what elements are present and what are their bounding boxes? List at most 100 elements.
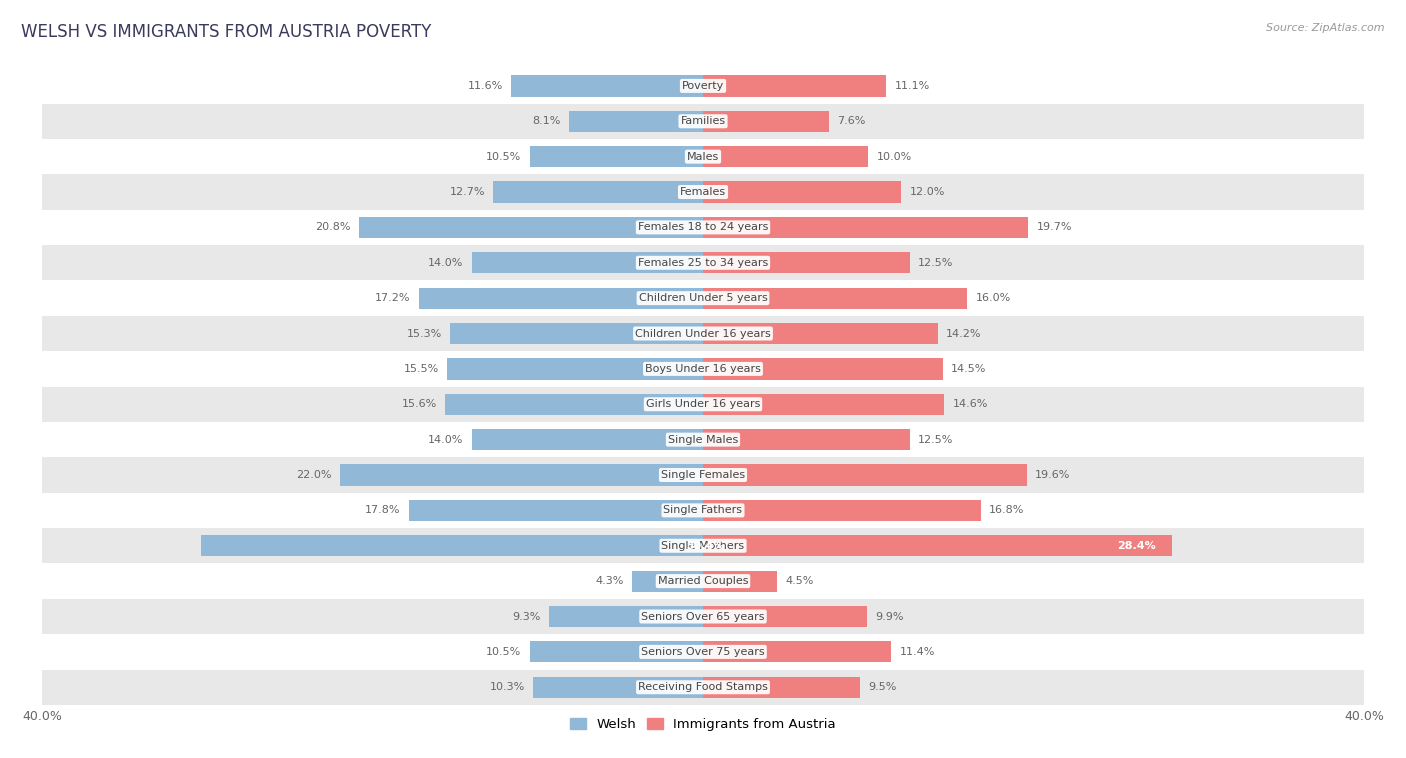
Bar	[703, 571, 778, 592]
Bar	[450, 323, 703, 344]
Bar	[703, 606, 866, 627]
Text: 16.0%: 16.0%	[976, 293, 1011, 303]
Text: Females: Females	[681, 187, 725, 197]
Text: WELSH VS IMMIGRANTS FROM AUSTRIA POVERTY: WELSH VS IMMIGRANTS FROM AUSTRIA POVERTY	[21, 23, 432, 41]
Bar	[703, 359, 942, 380]
Bar	[703, 465, 1026, 486]
Text: Single Fathers: Single Fathers	[664, 506, 742, 515]
Text: Source: ZipAtlas.com: Source: ZipAtlas.com	[1267, 23, 1385, 33]
Bar	[631, 571, 703, 592]
Text: 14.6%: 14.6%	[952, 399, 988, 409]
Text: 22.0%: 22.0%	[295, 470, 332, 480]
Text: 14.2%: 14.2%	[946, 328, 981, 339]
Text: Children Under 16 years: Children Under 16 years	[636, 328, 770, 339]
Legend: Welsh, Immigrants from Austria: Welsh, Immigrants from Austria	[565, 713, 841, 737]
Text: 15.6%: 15.6%	[402, 399, 437, 409]
Bar	[42, 563, 1364, 599]
Text: Single Mothers: Single Mothers	[661, 540, 745, 551]
Text: 4.5%: 4.5%	[786, 576, 814, 586]
Bar	[494, 181, 703, 202]
Bar	[471, 252, 703, 274]
Bar	[42, 245, 1364, 280]
Bar	[703, 641, 891, 662]
Bar	[703, 500, 980, 521]
Text: 12.7%: 12.7%	[450, 187, 485, 197]
Bar	[446, 393, 703, 415]
Text: Families: Families	[681, 116, 725, 127]
Bar	[42, 422, 1364, 457]
Text: Receiving Food Stamps: Receiving Food Stamps	[638, 682, 768, 692]
Bar	[42, 599, 1364, 634]
Bar	[42, 387, 1364, 422]
Text: Seniors Over 75 years: Seniors Over 75 years	[641, 647, 765, 657]
Text: 12.0%: 12.0%	[910, 187, 945, 197]
Text: 14.0%: 14.0%	[427, 258, 464, 268]
Text: Boys Under 16 years: Boys Under 16 years	[645, 364, 761, 374]
Text: 20.8%: 20.8%	[315, 222, 352, 233]
Bar	[409, 500, 703, 521]
Text: 30.4%: 30.4%	[686, 540, 725, 551]
Text: 11.6%: 11.6%	[468, 81, 503, 91]
Text: 15.3%: 15.3%	[406, 328, 441, 339]
Bar	[42, 280, 1364, 316]
Text: Single Males: Single Males	[668, 434, 738, 445]
Text: 8.1%: 8.1%	[533, 116, 561, 127]
Bar	[339, 465, 703, 486]
Text: 16.8%: 16.8%	[988, 506, 1024, 515]
Bar	[419, 287, 703, 309]
Text: 11.4%: 11.4%	[900, 647, 935, 657]
Bar	[703, 75, 886, 96]
Bar	[550, 606, 703, 627]
Text: 11.1%: 11.1%	[894, 81, 929, 91]
Text: 10.5%: 10.5%	[486, 152, 522, 161]
Bar	[703, 252, 910, 274]
Text: 28.4%: 28.4%	[1116, 540, 1156, 551]
Bar	[42, 351, 1364, 387]
Bar	[703, 287, 967, 309]
Text: 12.5%: 12.5%	[918, 258, 953, 268]
Bar	[42, 104, 1364, 139]
Text: Poverty: Poverty	[682, 81, 724, 91]
Text: 14.5%: 14.5%	[950, 364, 986, 374]
Text: 14.0%: 14.0%	[427, 434, 464, 445]
Text: Children Under 5 years: Children Under 5 years	[638, 293, 768, 303]
Bar	[447, 359, 703, 380]
Text: 10.5%: 10.5%	[486, 647, 522, 657]
Text: 10.0%: 10.0%	[876, 152, 911, 161]
Text: Married Couples: Married Couples	[658, 576, 748, 586]
Text: 7.6%: 7.6%	[837, 116, 865, 127]
Bar	[703, 323, 938, 344]
Bar	[42, 316, 1364, 351]
Text: 19.6%: 19.6%	[1035, 470, 1070, 480]
Bar	[703, 111, 828, 132]
Text: Single Females: Single Females	[661, 470, 745, 480]
Text: Girls Under 16 years: Girls Under 16 years	[645, 399, 761, 409]
Text: 4.3%: 4.3%	[595, 576, 624, 586]
Bar	[703, 146, 868, 168]
Bar	[201, 535, 703, 556]
Bar	[471, 429, 703, 450]
Bar	[42, 68, 1364, 104]
Text: 17.8%: 17.8%	[366, 506, 401, 515]
Bar	[533, 677, 703, 698]
Bar	[703, 393, 945, 415]
Bar	[42, 174, 1364, 210]
Text: 15.5%: 15.5%	[404, 364, 439, 374]
Bar	[703, 181, 901, 202]
Bar	[703, 535, 1173, 556]
Bar	[42, 528, 1364, 563]
Bar	[42, 457, 1364, 493]
Text: 10.3%: 10.3%	[489, 682, 524, 692]
Text: Seniors Over 65 years: Seniors Over 65 years	[641, 612, 765, 622]
Bar	[42, 493, 1364, 528]
Text: 12.5%: 12.5%	[918, 434, 953, 445]
Bar	[703, 429, 910, 450]
Text: 9.5%: 9.5%	[868, 682, 897, 692]
Text: Males: Males	[688, 152, 718, 161]
Bar	[703, 217, 1028, 238]
Text: 19.7%: 19.7%	[1036, 222, 1073, 233]
Bar	[512, 75, 703, 96]
Bar	[530, 641, 703, 662]
Text: 9.9%: 9.9%	[875, 612, 903, 622]
Text: Females 18 to 24 years: Females 18 to 24 years	[638, 222, 768, 233]
